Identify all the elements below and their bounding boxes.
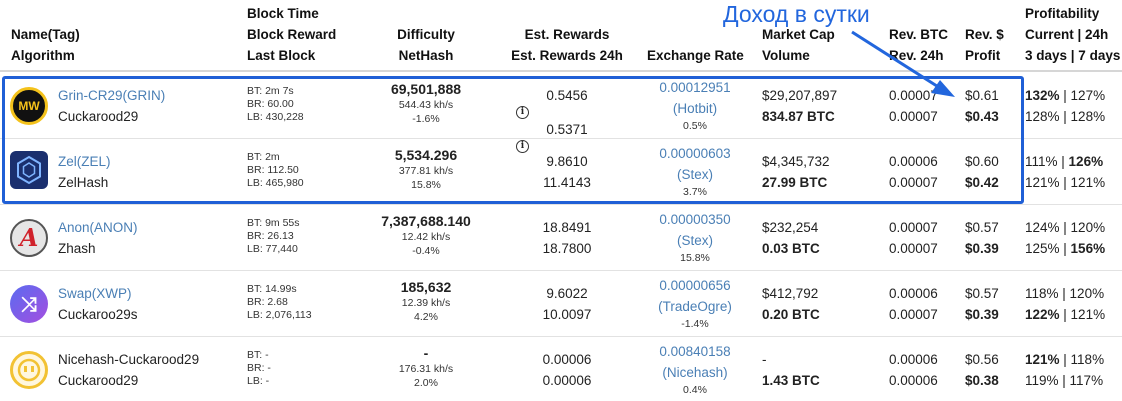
block-info: BT: 9m 55s BR: 26.13 LB: 77,440 [247, 217, 300, 255]
est-rewards-cell: 9.6022 10.0097 [542, 286, 592, 322]
block-info: BT: 2m 7s BR: 60.00 LB: 430,228 [247, 85, 304, 123]
coin-link[interactable]: Zel(ZEL) [58, 154, 111, 169]
exchange-rate-link[interactable]: 0.00000350 [659, 212, 731, 227]
header-block[interactable]: Block Time Block Reward Last Block [247, 6, 337, 63]
exchange-market-link[interactable]: (TradeOgre) [658, 299, 732, 314]
rev-btc-cell: 0.00006 0.00007 [889, 154, 938, 190]
coin-label: Nicehash-Cuckarood29 [58, 352, 200, 367]
exchange-rate-link[interactable]: 0.00000656 [659, 278, 731, 293]
difficulty-cell: - 176.31 kh/s 2.0% [398, 345, 454, 389]
rev-btc-cell: 0.00006 0.00006 [889, 352, 938, 388]
table-row[interactable]: A Anon(ANON) Zhash BT: 9m 55s BR: 26.13 LB… [0, 205, 1122, 271]
table-row[interactable]: MW Grin-CR29(GRIN) Cuckarood29 BT: 2m 7s… [0, 73, 1122, 153]
est-rewards-cell: 9.8610 11.4143 [543, 154, 591, 190]
header-rewards[interactable]: Est. Rewards Est. Rewards 24h [511, 27, 623, 63]
zel-logo-icon [10, 151, 48, 189]
block-info: BT: - BR: - LB: - [247, 349, 271, 387]
coin-link[interactable]: Grin-CR29(GRIN) [58, 88, 166, 103]
difficulty-cell: 7,387,688.140 12.42 kh/s -0.4% [381, 213, 471, 257]
header-exchange-rate[interactable]: Exchange Rate [647, 48, 744, 63]
exchange-market-link[interactable]: (Stex) [676, 233, 713, 248]
market-cap-cell: $4,345,732 27.99 BTC [762, 154, 830, 190]
rev-usd-cell: $0.57 $0.39 [965, 220, 999, 256]
header-difficulty[interactable]: Difficulty NetHash [397, 27, 455, 63]
info-icon[interactable]: i [516, 140, 529, 153]
market-cap-cell: $412,792 0.20 BTC [762, 286, 820, 322]
exchange-rate-cell: 0.00840158 (Nicehash) 0.4% [640, 341, 750, 397]
rev-btc-cell: 0.00007 0.00007 [889, 88, 938, 124]
rev-usd-cell: $0.61 $0.43 [965, 88, 999, 124]
header-name[interactable]: Name(Tag) Algorithm [11, 27, 80, 63]
exchange-market-link[interactable]: (Nicehash) [662, 365, 728, 380]
rev-usd-cell: $0.60 $0.42 [965, 154, 999, 190]
algorithm-label: ZelHash [58, 175, 109, 190]
est-rewards-cell: 18.8491 18.7800 [542, 220, 592, 256]
difficulty-cell: 185,632 12.39 kh/s 4.2% [400, 279, 452, 323]
market-cap-cell: $29,207,897 834.87 BTC [762, 88, 838, 124]
profitability-cell: 121% | 118% 119% | 117% [1025, 352, 1105, 388]
exchange-rate-cell: 0.00012951 (Hotbit) 0.5% [640, 77, 750, 133]
difficulty-cell: 5,534.296 377.81 kh/s 15.8% [394, 147, 458, 191]
table-row[interactable]: ⤨ Swap(XWP) Cuckaroo29s BT: 14.99s BR: 2.… [0, 271, 1122, 337]
header-profitability[interactable]: Profitability Current | 24h 3 days | 7 day… [1025, 6, 1121, 63]
table-row[interactable]: Nicehash-Cuckarood29 Cuckarood29 BT: - BR… [0, 337, 1122, 401]
rev-btc-cell: 0.00006 0.00007 [889, 286, 938, 322]
header-rev-usd[interactable]: Rev. $ Profit [965, 27, 1004, 63]
profitability-cell: 111% | 126% 121% | 121% [1025, 154, 1106, 190]
coin-link[interactable]: Anon(ANON) [58, 220, 138, 235]
nicehash-logo-icon [10, 351, 48, 389]
anon-logo-icon: A [10, 219, 48, 257]
rev-usd-cell: $0.56 $0.38 [965, 352, 999, 388]
block-info: BT: 14.99s BR: 2.68 LB: 2,076,113 [247, 283, 312, 321]
exchange-rate-link[interactable]: 0.00012951 [659, 80, 731, 95]
algorithm-label: Cuckarood29 [58, 109, 139, 124]
market-cap-cell: -1.43 BTC [762, 352, 820, 388]
market-cap-cell: $232,254 0.03 BTC [762, 220, 820, 256]
exchange-rate-link[interactable]: 0.00000603 [659, 146, 731, 161]
est-rewards-cell: 0.5456 i 0.5371 i [512, 85, 622, 153]
table-header: Name(Tag) Algorithm Block Time Block Rewar… [0, 0, 1122, 72]
algorithm-label: Zhash [58, 241, 96, 256]
block-info: BT: 2m BR: 112.50 LB: 465,980 [247, 151, 304, 189]
profitability-cell: 132% | 127% 128% | 128% [1025, 88, 1106, 124]
exchange-market-link[interactable]: (Hotbit) [672, 101, 718, 116]
exchange-rate-cell: 0.00000350 (Stex) 15.8% [640, 209, 750, 265]
exchange-market-link[interactable]: (Stex) [676, 167, 713, 182]
swap-logo-icon: ⤨ [10, 285, 48, 323]
annotation-label: Доход в сутки [723, 1, 870, 27]
grin-logo-icon: MW [10, 87, 48, 125]
rev-btc-cell: 0.00007 0.00007 [889, 220, 938, 256]
exchange-rate-cell: 0.00000656 (TradeOgre) -1.4% [640, 275, 750, 331]
exchange-rate-cell: 0.00000603 (Stex) 3.7% [640, 143, 750, 199]
algorithm-label: Cuckaroo29s [58, 307, 138, 322]
table-row[interactable]: Zel(ZEL) ZelHash BT: 2m BR: 112.50 LB: 465… [0, 139, 1122, 205]
header-rev-btc[interactable]: Rev. BTC Rev. 24h [889, 27, 949, 63]
rev-usd-cell: $0.57 $0.39 [965, 286, 999, 322]
header-market-cap[interactable]: Market Cap Volume [762, 27, 835, 63]
profitability-cell: 118% | 120% 122% | 121% [1025, 286, 1106, 322]
est-rewards-cell: 0.00006 0.00006 [542, 352, 592, 388]
profitability-cell: 124% | 120% 125% | 156% [1025, 220, 1106, 256]
info-icon[interactable]: i [516, 106, 529, 119]
difficulty-cell: 69,501,888 544.43 kh/s -1.6% [390, 81, 462, 125]
exchange-rate-link[interactable]: 0.00840158 [659, 344, 731, 359]
coin-link[interactable]: Swap(XWP) [58, 286, 132, 301]
algorithm-label: Cuckarood29 [58, 373, 139, 388]
